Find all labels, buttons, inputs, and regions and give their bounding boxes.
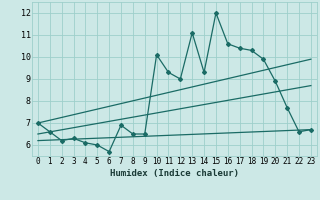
X-axis label: Humidex (Indice chaleur): Humidex (Indice chaleur) bbox=[110, 169, 239, 178]
